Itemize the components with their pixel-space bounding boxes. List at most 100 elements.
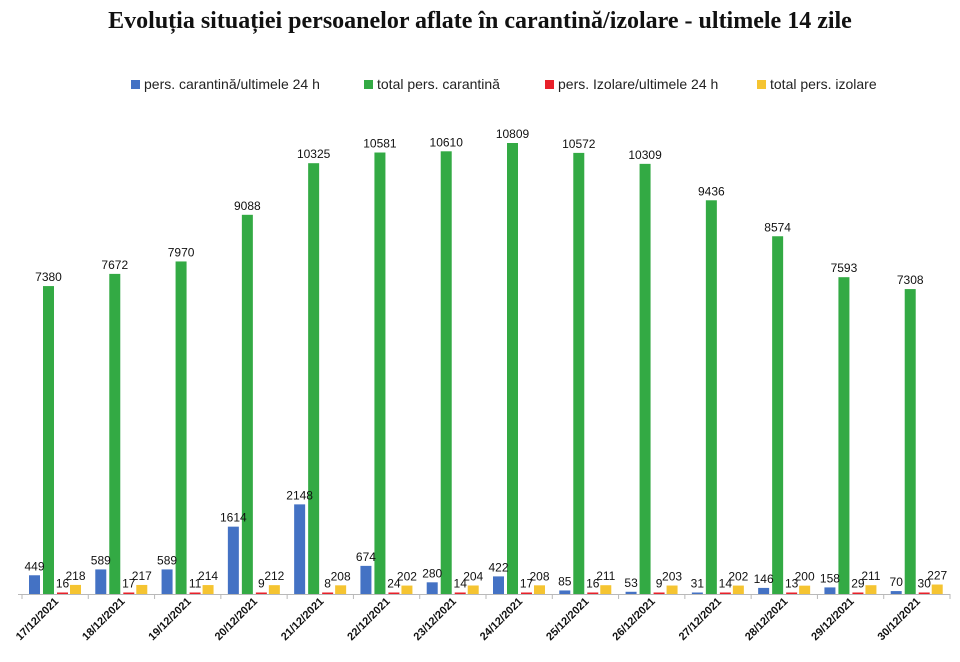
legend-swatch: [757, 80, 766, 89]
data-label: 7970: [168, 245, 195, 259]
data-label: 70: [890, 575, 904, 589]
legend-label: pers. Izolare/ultimele 24 h: [558, 76, 718, 92]
bar: [666, 585, 678, 594]
data-label: 10809: [496, 127, 530, 141]
bar: [931, 584, 943, 594]
data-label: 14: [719, 577, 733, 591]
data-label: 17: [122, 577, 136, 591]
bar: [904, 289, 916, 594]
x-tick-label: 24/12/2021: [478, 596, 525, 643]
x-tick-label: 25/12/2021: [544, 596, 591, 643]
data-label: 9088: [234, 199, 261, 213]
bar: [335, 585, 347, 594]
data-label: 9436: [698, 184, 725, 198]
data-label: 158: [820, 571, 840, 585]
bar: [639, 163, 651, 594]
bar: [600, 585, 612, 594]
data-label: 85: [558, 574, 572, 588]
x-axis-ticks: 17/12/2021 18/12/2021 19/12/2021 20/12/2021…: [14, 594, 951, 643]
bar: [653, 592, 665, 594]
legend-label: pers. carantină/ultimele 24 h: [144, 76, 320, 92]
bar: [573, 152, 585, 594]
data-label: 17: [520, 577, 534, 591]
x-tick-label: 22/12/2021: [345, 596, 392, 643]
bar: [890, 591, 902, 594]
legend-label: total pers. carantină: [377, 76, 500, 92]
bar: [29, 575, 40, 594]
bar: [227, 526, 239, 594]
data-label: 10581: [363, 137, 397, 151]
data-label: 227: [927, 569, 947, 583]
bar: [493, 576, 504, 594]
data-label: 8: [324, 577, 331, 591]
data-label: 7308: [897, 273, 924, 287]
data-label: 212: [264, 569, 284, 583]
data-label: 10572: [562, 137, 596, 151]
x-tick-label: 18/12/2021: [80, 596, 127, 643]
data-label: 7380: [35, 270, 62, 284]
bar: [507, 143, 518, 594]
data-label: 218: [65, 569, 85, 583]
bar: [625, 591, 637, 594]
data-label: 211: [861, 569, 880, 583]
x-tick-label: 21/12/2021: [279, 596, 326, 643]
legend-swatch: [131, 80, 140, 89]
legend-item: pers. Izolare/ultimele 24 h: [545, 76, 718, 92]
data-label: 211: [596, 569, 615, 583]
data-label: 208: [331, 569, 351, 583]
data-label: 674: [356, 550, 376, 564]
bar: [824, 587, 836, 594]
data-label: 30: [918, 577, 932, 591]
data-label: 16: [586, 577, 600, 591]
legend-item: total pers. izolare: [757, 76, 877, 92]
bar: [426, 582, 438, 594]
x-tick-label: 27/12/2021: [677, 596, 724, 643]
bar: [43, 286, 54, 594]
bar: [772, 236, 784, 595]
x-tick-label: 23/12/2021: [412, 596, 459, 643]
bar: [454, 592, 466, 594]
chart-title: Evoluția situației persoanelor aflate în…: [108, 8, 852, 34]
bar: [268, 585, 280, 594]
bar: [322, 592, 334, 594]
bar: [161, 569, 173, 594]
bar: [374, 152, 386, 594]
bar: [241, 214, 253, 594]
data-label: 11: [189, 577, 202, 591]
data-label: 204: [463, 569, 483, 583]
bar: [691, 592, 703, 594]
data-label: 1614: [220, 511, 247, 525]
data-label: 9: [258, 577, 265, 591]
bar: [852, 592, 864, 594]
bar: [732, 585, 744, 594]
x-tick-label: 30/12/2021: [876, 596, 923, 643]
data-label: 24: [387, 577, 401, 591]
bar: [360, 565, 372, 594]
bar: [838, 277, 850, 594]
x-tick-label: 19/12/2021: [146, 596, 193, 643]
bars-layer: [29, 143, 943, 595]
bar: [255, 592, 267, 594]
x-tick-label: 20/12/2021: [213, 596, 260, 643]
data-label: 280: [422, 566, 442, 580]
data-label: 589: [157, 553, 177, 567]
bar: [467, 585, 479, 594]
bar: [189, 592, 201, 594]
bar: [918, 592, 930, 594]
x-tick-label: 26/12/2021: [610, 596, 657, 643]
data-label: 7593: [831, 261, 858, 275]
data-label: 589: [91, 553, 111, 567]
bar: [786, 592, 798, 594]
data-label: 16: [56, 577, 70, 591]
data-label: 31: [691, 577, 705, 591]
bar: [308, 163, 320, 595]
bar: [294, 504, 306, 594]
bar: [57, 592, 68, 594]
data-labels-layer: 4497380162185897672172175897970112141614…: [24, 127, 947, 591]
bar: [123, 592, 135, 594]
bar: [758, 587, 770, 594]
legend-item: pers. carantină/ultimele 24 h: [131, 76, 320, 92]
bar: [559, 590, 571, 594]
